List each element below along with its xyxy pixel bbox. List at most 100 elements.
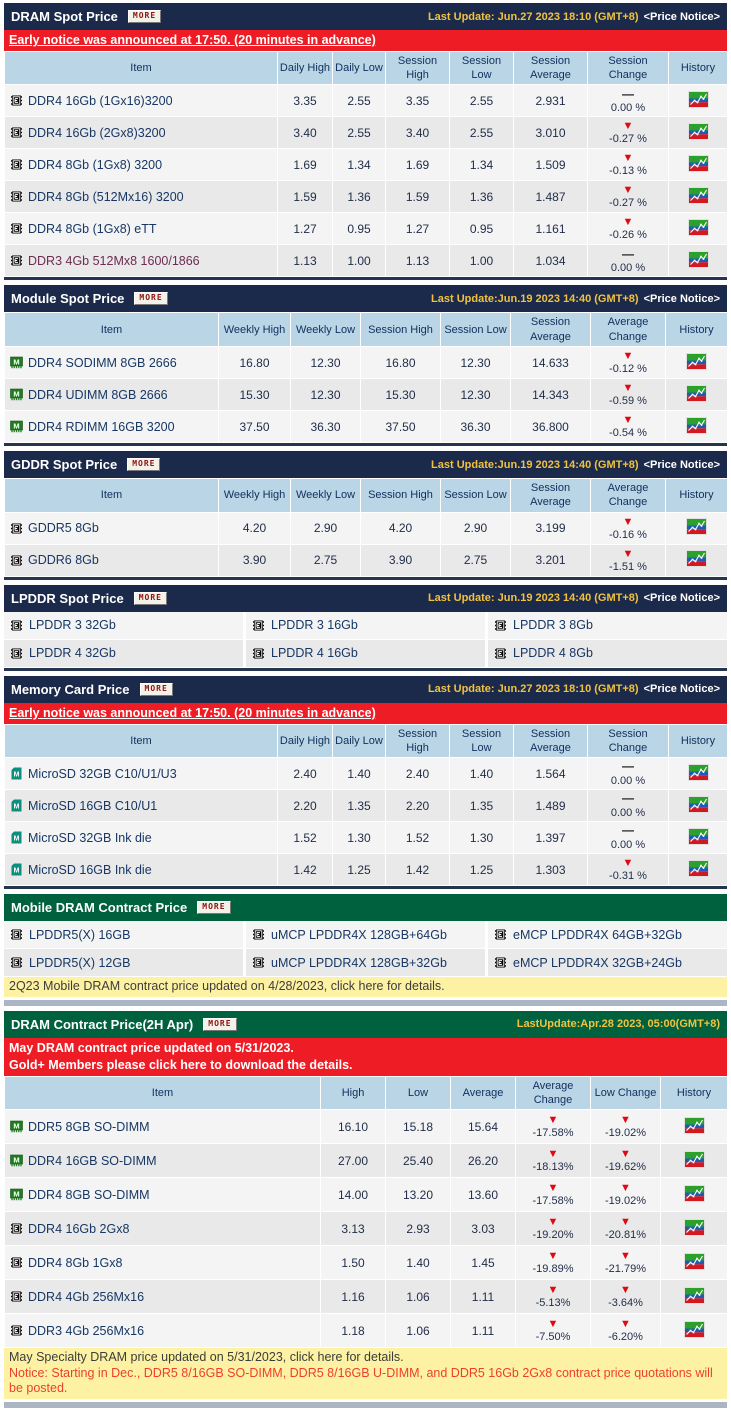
- more-button[interactable]: MORE: [127, 10, 162, 23]
- notice-line[interactable]: 2Q23 Mobile DRAM contract price updated …: [9, 979, 445, 994]
- item-link[interactable]: LPDDR 4 16Gb: [246, 639, 485, 667]
- more-button[interactable]: MORE: [197, 901, 231, 915]
- history-link[interactable]: [683, 1150, 705, 1168]
- change-cell: ▼ -20.81%: [590, 1211, 661, 1247]
- item-link[interactable]: DDR5 8GB SO-DIMM: [28, 1119, 150, 1134]
- change-percent: -0.31 %: [609, 870, 647, 883]
- item-cell: M DDR4 8GB SO-DIMM: [4, 1177, 321, 1213]
- item-link[interactable]: GDDR5 8Gb: [28, 521, 99, 536]
- history-link[interactable]: [687, 250, 709, 268]
- price-notice-link[interactable]: <Price Notice>: [643, 458, 720, 471]
- svg-text:M: M: [13, 1155, 19, 1164]
- svg-text:M: M: [14, 836, 20, 843]
- item-link[interactable]: uMCP LPDDR4X 128GB+64Gb: [246, 921, 485, 949]
- item-link[interactable]: MicroSD 16GB C10/U1: [28, 798, 158, 813]
- down-arrow-icon: ▼: [622, 547, 634, 560]
- item-link[interactable]: DDR4 8Gb (512Mx16) 3200: [28, 189, 184, 204]
- item-link[interactable]: DDR4 16GB SO-DIMM: [28, 1153, 157, 1168]
- table-row: DDR4 4Gb 256Mx16 1.16 1.06 1.11 ▼ -5.13% ▼ -3.6…: [4, 1279, 728, 1315]
- item-link[interactable]: MicroSD 32GB Ink die: [28, 830, 152, 845]
- history-link[interactable]: [686, 550, 707, 568]
- early-notice-link[interactable]: Early notice was announced at 17:50. (20…: [9, 705, 376, 720]
- history-link[interactable]: [686, 384, 707, 402]
- price-notice-link[interactable]: <Price Notice>: [643, 592, 720, 605]
- more-button[interactable]: MORE: [127, 458, 161, 472]
- price-notice-link[interactable]: <Price Notice>: [643, 683, 720, 696]
- item-link[interactable]: DDR4 8GB SO-DIMM: [28, 1187, 150, 1202]
- notice-line[interactable]: May Specialty DRAM price updated on 5/31…: [9, 1350, 404, 1365]
- history-link[interactable]: [683, 1116, 705, 1134]
- item-link[interactable]: MicroSD 32GB C10/U1/U3: [28, 766, 177, 781]
- section-header-right: Last Update: Jun.19 2023 14:40 (GMT+8) <P…: [428, 592, 720, 604]
- history-link[interactable]: [686, 416, 707, 434]
- history-link[interactable]: [683, 1286, 705, 1304]
- history-link[interactable]: [686, 518, 707, 536]
- table-row: M DDR4 SODIMM 8GB 2666 16.80 12.30 16.80 12.3…: [4, 346, 728, 380]
- item-link[interactable]: DDR4 16Gb (2Gx8)3200: [28, 125, 166, 140]
- table-row: DDR4 16Gb (1Gx16)3200 3.35 2.55 3.35 2.55 2.9…: [4, 84, 728, 118]
- change-percent: -1.51 %: [609, 560, 647, 573]
- more-button[interactable]: MORE: [139, 682, 173, 696]
- item-link[interactable]: MicroSD 16GB Ink die: [28, 862, 152, 877]
- item-link[interactable]: DDR4 RDIMM 16GB 3200: [28, 419, 175, 434]
- item-link[interactable]: LPDDR 4 8Gb: [488, 639, 727, 667]
- item-link[interactable]: DDR3 4Gb 256Mx16: [28, 1323, 145, 1338]
- item-link[interactable]: LPDDR 3 8Gb: [488, 611, 727, 639]
- item-link[interactable]: LPDDR5(X) 12GB: [4, 949, 243, 977]
- change-percent: 0.00 %: [610, 806, 646, 819]
- item-link[interactable]: DDR4 16Gb (1Gx16)3200: [28, 93, 173, 108]
- section-header-right: Last Update:Jun.19 2023 14:40 (GMT+8) <Pr…: [431, 293, 720, 305]
- item-link[interactable]: DDR4 16Gb 2Gx8: [28, 1221, 130, 1236]
- table-row: M MicroSD 16GB C10/U1 2.20 1.35 2.20 1.35 1.48…: [4, 789, 728, 823]
- price-notice-link[interactable]: <Price Notice>: [643, 292, 720, 305]
- item-link[interactable]: LPDDR 3 16Gb: [246, 611, 485, 639]
- item-link[interactable]: uMCP LPDDR4X 128GB+32Gb: [246, 949, 485, 977]
- more-button[interactable]: MORE: [134, 292, 168, 306]
- history-link[interactable]: [687, 90, 709, 108]
- item-link[interactable]: LPDDR 3 32Gb: [4, 611, 243, 639]
- value-cell: 1.34: [332, 148, 386, 182]
- no-change-dash-icon: —: [622, 759, 634, 774]
- early-notice-link[interactable]: Early notice was announced at 17:50. (20…: [9, 33, 376, 47]
- chip-icon: [10, 1324, 23, 1337]
- item-link[interactable]: LPDDR5(X) 16GB: [4, 921, 243, 949]
- history-link[interactable]: [687, 122, 709, 140]
- history-link[interactable]: [683, 1218, 705, 1236]
- column-header: History: [668, 50, 728, 86]
- item-wrap: DDR4 8Gb (512Mx16) 3200: [10, 190, 275, 204]
- history-link[interactable]: [687, 859, 709, 877]
- history-link[interactable]: [687, 795, 709, 813]
- history-link[interactable]: [687, 827, 709, 845]
- column-header: Low Change: [590, 1075, 661, 1111]
- history-link[interactable]: [687, 186, 709, 204]
- item-link[interactable]: DDR4 UDIMM 8GB 2666: [28, 387, 168, 402]
- history-link[interactable]: [683, 1184, 705, 1202]
- price-notice-link[interactable]: <Price Notice>: [643, 10, 720, 23]
- history-link[interactable]: [687, 154, 709, 172]
- more-button[interactable]: MORE: [133, 591, 167, 605]
- change-cell: ▼ -0.27 %: [587, 116, 669, 150]
- item-link[interactable]: DDR4 SODIMM 8GB 2666: [28, 355, 177, 370]
- gddr-spot-table: Item Weekly High Weekly Low Session High Ses…: [4, 478, 728, 577]
- item-link[interactable]: GDDR6 8Gb: [28, 553, 99, 568]
- notice-line[interactable]: Gold+ Members please click here to downl…: [9, 1057, 353, 1072]
- more-button[interactable]: MORE: [203, 1017, 237, 1031]
- item-link[interactable]: DDR3 4Gb 512Mx8 1600/1866: [28, 253, 200, 268]
- history-cell: [668, 212, 728, 246]
- item-link[interactable]: LPDDR 4 32Gb: [4, 639, 243, 667]
- history-link[interactable]: [683, 1252, 705, 1270]
- chip-icon: [10, 1222, 23, 1235]
- history-link[interactable]: [687, 218, 709, 236]
- card-icon: M: [10, 863, 23, 876]
- value-cell: 0.95: [449, 212, 514, 246]
- item-link[interactable]: DDR4 4Gb 256Mx16: [28, 1289, 145, 1304]
- table-header-row: Item Daily High Daily Low Session High Sessi…: [4, 50, 728, 86]
- item-link[interactable]: eMCP LPDDR4X 32GB+24Gb: [488, 949, 727, 977]
- item-link[interactable]: eMCP LPDDR4X 64GB+32Gb: [488, 921, 727, 949]
- item-link[interactable]: DDR4 8Gb (1Gx8) 3200: [28, 157, 163, 172]
- history-link[interactable]: [687, 763, 709, 781]
- change-cell: ▼ -0.27 %: [587, 180, 669, 214]
- item-link[interactable]: DDR4 8Gb (1Gx8) eTT: [28, 221, 157, 236]
- history-link[interactable]: [683, 1320, 705, 1338]
- history-link[interactable]: [686, 352, 707, 370]
